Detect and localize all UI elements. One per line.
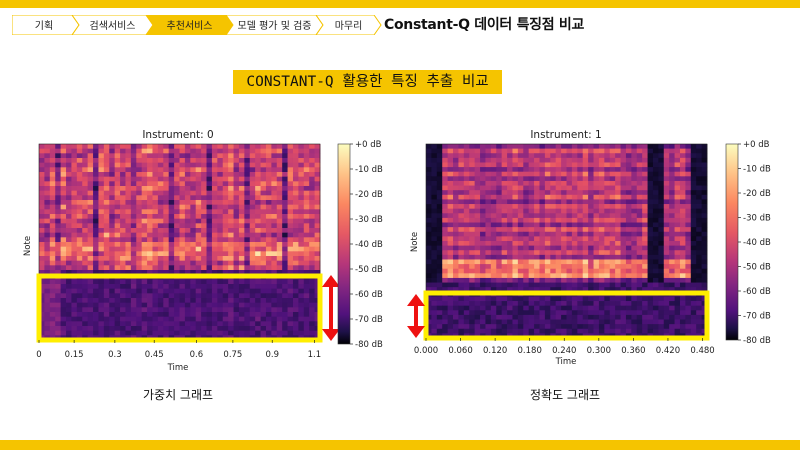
breadcrumb-item[interactable]: 마무리 bbox=[315, 15, 382, 35]
chart-title: Instrument: 0 bbox=[142, 129, 213, 141]
double-arrow-icon bbox=[407, 294, 425, 338]
y-axis-label: Note bbox=[410, 232, 420, 252]
colorbar-tick-label: -30 dB bbox=[355, 215, 383, 225]
x-tick-label: 0.360 bbox=[621, 346, 645, 356]
colorbar-tick-label: -50 dB bbox=[743, 263, 771, 273]
x-tick-label: 0.420 bbox=[656, 346, 680, 356]
x-tick-label: 0.3 bbox=[108, 350, 122, 360]
colorbar-tick-label: -20 dB bbox=[355, 190, 383, 200]
chart-caption-accuracy: 정확도 그래프 bbox=[530, 388, 601, 402]
colorbar-tick-label: +0 dB bbox=[743, 140, 770, 150]
x-tick-label: 0.45 bbox=[145, 350, 164, 360]
breadcrumb-item[interactable]: 모델 평가 및 검증 bbox=[225, 15, 324, 35]
breadcrumb-item[interactable]: 검색서비스 bbox=[71, 15, 154, 35]
cqt-heatmap-instrument-1: Instrument: 1 0.000 0.060 0.120 0.180 0.240 0… bbox=[407, 129, 771, 367]
y-axis-label: Note bbox=[23, 236, 33, 256]
x-tick-label: 0.75 bbox=[223, 350, 242, 360]
breadcrumb-item[interactable]: 기획 bbox=[12, 15, 80, 35]
x-tick-label: 0.060 bbox=[448, 346, 472, 356]
x-tick-label: 0.120 bbox=[483, 346, 507, 356]
colorbar-tick-label: -80 dB bbox=[355, 340, 383, 350]
colorbar-tick-label: -70 dB bbox=[355, 315, 383, 325]
x-tick-label: 0.480 bbox=[690, 346, 714, 356]
breadcrumb-label: 추천서비스 bbox=[167, 20, 213, 32]
breadcrumb-item[interactable]: 추천서비스 bbox=[145, 15, 234, 35]
colorbar-tick-label: -80 dB bbox=[743, 336, 771, 346]
x-tick-label: 0 bbox=[36, 350, 41, 360]
colorbar-tick-label: -60 dB bbox=[355, 290, 383, 300]
breadcrumb-label: 검색서비스 bbox=[90, 20, 136, 32]
x-axis-label: Time bbox=[555, 357, 577, 367]
x-tick-label: 0.000 bbox=[414, 346, 438, 356]
colorbar-tick-label: -20 dB bbox=[743, 189, 771, 199]
x-tick-label: 0.9 bbox=[265, 350, 279, 360]
cqt-heatmap-instrument-0: Instrument: 0 0 0.15 0.3 0.45 0.6 0.75 0.9 1.1 … bbox=[23, 129, 383, 373]
colorbar-tick-label: -40 dB bbox=[355, 240, 383, 250]
x-axis-label: Time bbox=[167, 363, 189, 373]
colorbar bbox=[337, 143, 351, 345]
colorbar-tick-label: -70 dB bbox=[743, 312, 771, 322]
breadcrumb-label: 기획 bbox=[35, 20, 53, 32]
colorbar-tick-label: -10 dB bbox=[743, 165, 771, 175]
x-tick-label: 0.15 bbox=[65, 350, 84, 360]
colorbar-tick-label: -10 dB bbox=[355, 165, 383, 175]
breadcrumb-label: 모델 평가 및 검증 bbox=[238, 20, 312, 32]
x-tick-label: 0.6 bbox=[190, 350, 204, 360]
colorbar-tick-label: -60 dB bbox=[743, 287, 771, 297]
x-tick-label: 0.240 bbox=[552, 346, 576, 356]
highlight-box bbox=[36, 273, 323, 343]
breadcrumb-label: 마무리 bbox=[335, 20, 363, 32]
colorbar-tick-label: +0 dB bbox=[355, 140, 382, 150]
x-tick-label: 1.1 bbox=[308, 350, 322, 360]
highlight-box bbox=[423, 290, 710, 341]
chart-caption-weights: 가중치 그래프 bbox=[143, 388, 214, 402]
section-heading: CONSTANT-Q 활용한 특징 추출 비교 bbox=[233, 70, 502, 94]
bottom-accent-bar bbox=[0, 440, 800, 450]
top-accent-bar bbox=[0, 0, 800, 8]
chart-title: Instrument: 1 bbox=[530, 129, 601, 141]
x-tick-label: 0.180 bbox=[518, 346, 542, 356]
page-title: Constant-Q 데이터 특징점 비교 bbox=[384, 17, 585, 33]
colorbar-tick-label: -40 dB bbox=[743, 238, 771, 248]
colorbar bbox=[725, 143, 739, 341]
x-tick-label: 0.300 bbox=[587, 346, 611, 356]
breadcrumb: 기획 검색서비스 추천서비스 모델 평가 및 검증 마무리 bbox=[12, 15, 382, 35]
double-arrow-icon bbox=[322, 275, 340, 341]
colorbar-tick-label: -50 dB bbox=[355, 265, 383, 275]
colorbar-tick-label: -30 dB bbox=[743, 214, 771, 224]
